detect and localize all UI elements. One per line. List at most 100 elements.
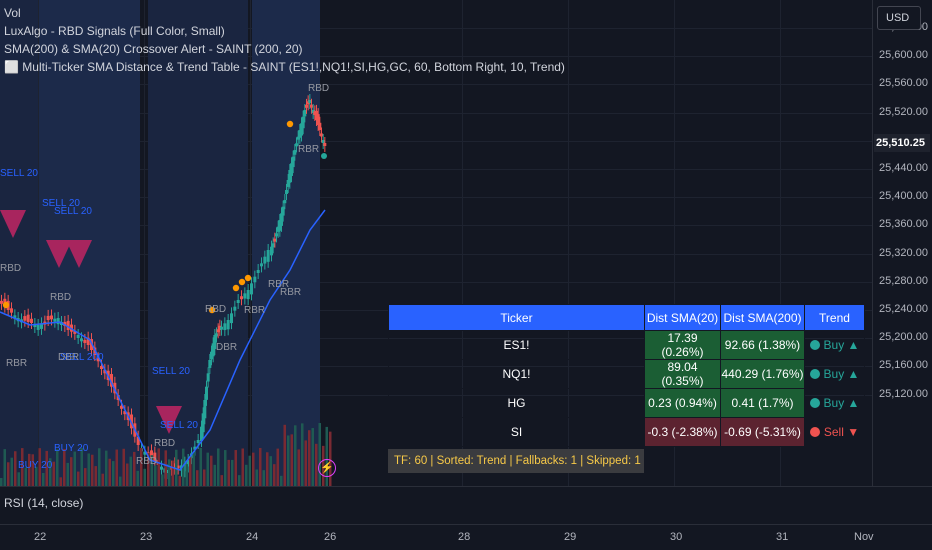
candle-body — [230, 313, 233, 324]
price-axis[interactable]: 25,640.0025,600.0025,560.0025,520.0025,4… — [872, 0, 932, 486]
candle-body — [270, 246, 273, 256]
candle-body — [50, 315, 53, 320]
price-axis-label: 25,520.00 — [879, 105, 928, 118]
grid-line — [0, 84, 872, 86]
volume-bar — [203, 469, 206, 486]
legend-multi-ticker-table[interactable]: ⬜ Multi-Ticker SMA Distance & Trend Tabl… — [4, 60, 565, 74]
grid-line — [38, 0, 39, 486]
trend-cell: Sell ▼ — [804, 417, 865, 447]
signal-rbd: RBD — [136, 456, 158, 467]
candle-body — [316, 114, 320, 125]
candle-body — [280, 213, 283, 226]
rsi-pane[interactable] — [0, 487, 872, 524]
candle-body — [216, 329, 220, 333]
candle-body — [143, 451, 147, 455]
candle-body — [160, 466, 163, 470]
candle-body — [103, 369, 107, 374]
volume-bar — [80, 448, 83, 486]
volume-bar — [7, 462, 10, 486]
volume-bar — [73, 451, 76, 486]
signal-sell20: SELL 20 — [54, 206, 92, 217]
candle-body — [123, 411, 127, 415]
volume-bar — [185, 464, 188, 486]
volume-bar — [266, 452, 269, 486]
candle-body — [271, 243, 275, 248]
volume-bar — [217, 448, 220, 486]
pane-divider[interactable] — [0, 486, 932, 487]
time-axis-label: Nov — [854, 531, 874, 543]
candle-body — [310, 104, 313, 108]
candle-body — [196, 440, 200, 443]
volume-bar — [283, 424, 286, 486]
legend-sma-crossover[interactable]: SMA(200) & SMA(20) Crossover Alert - SAI… — [4, 42, 303, 56]
candle-body — [53, 318, 57, 322]
sma-distance-table: Ticker Dist SMA(20) Dist SMA(200) Trend … — [388, 304, 865, 447]
candle-body — [23, 316, 27, 321]
grid-line — [250, 0, 251, 486]
dist-sma20-cell: 89.04 (0.35%) — [644, 359, 721, 389]
time-axis[interactable]: 22 23 24 26 28 29 30 31 Nov — [0, 524, 932, 550]
time-axis-label: 23 — [140, 531, 153, 543]
candle-body — [86, 337, 90, 345]
volume-bar — [91, 454, 94, 486]
signal-dot-icon — [2, 301, 10, 309]
volume-bar — [108, 458, 111, 486]
last-price-tag: 25,510.25 — [874, 134, 930, 152]
candle-body — [285, 190, 288, 195]
candle-body — [0, 300, 3, 304]
trend-cell: Buy ▲ — [804, 359, 865, 389]
time-axis-label: 30 — [670, 531, 683, 543]
legend-luxalgo-rbd[interactable]: LuxAlgo - RBD Signals (Full Color, Small… — [4, 24, 225, 38]
candle-body — [218, 325, 222, 330]
candle-body — [300, 123, 303, 136]
time-axis-label: 28 — [458, 531, 471, 543]
volume-bar — [56, 449, 59, 486]
volume-bar — [224, 450, 227, 486]
dist-sma20-cell: -0.3 (-2.38%) — [644, 417, 721, 447]
price-axis-label: 25,440.00 — [879, 162, 928, 174]
currency-button[interactable]: USD — [877, 6, 921, 30]
signal-sell200: SELL 200 — [60, 352, 104, 363]
volume-bar — [84, 468, 87, 486]
volume-bar — [196, 470, 199, 486]
volume-bar — [0, 478, 3, 486]
signal-dot-icon — [232, 284, 240, 292]
candle-body — [13, 315, 17, 319]
candle-body — [36, 325, 40, 330]
candle-body — [80, 338, 83, 342]
volume-bar — [101, 473, 104, 486]
signal-dbr: DBR — [216, 342, 238, 353]
trend-dot-icon — [809, 398, 820, 408]
main-chart-pane[interactable]: SELL 20 SELL 20 SELL 20 SELL 200 SELL 20… — [0, 0, 872, 486]
volume-bar — [287, 435, 290, 486]
candle-body — [186, 460, 190, 467]
rsi-legend[interactable]: RSI (14, close) — [4, 496, 84, 510]
candle-body — [203, 400, 207, 419]
candle-body — [240, 296, 243, 300]
dist-sma200-cell: 440.29 (1.76%) — [720, 359, 805, 389]
candle-body — [120, 405, 123, 409]
volume-bar — [192, 452, 195, 486]
candle-body — [83, 339, 87, 343]
volume-bar — [59, 477, 62, 486]
candle-body — [100, 365, 103, 369]
price-axis-label: 25,320.00 — [879, 246, 928, 259]
table-row: ES1! 17.39 (0.26%) 92.66 (1.38%) Buy ▲ — [388, 330, 865, 360]
legend-vol[interactable]: Vol — [4, 6, 21, 20]
candle-body — [243, 293, 247, 299]
candle-body — [283, 200, 287, 204]
volume-bar — [290, 434, 293, 486]
volume-bar — [21, 448, 24, 486]
price-axis-label: 25,560.00 — [879, 77, 928, 90]
candle-body — [315, 110, 318, 120]
trend-dot-icon — [809, 340, 820, 350]
candle-body — [233, 306, 237, 311]
trend-label: Buy ▲ — [823, 396, 860, 410]
candle-body — [136, 436, 140, 445]
signal-rbd: RBD — [205, 304, 227, 315]
volume-bar — [308, 430, 311, 486]
lightning-icon[interactable]: ⚡ — [318, 459, 336, 477]
candle-body — [278, 220, 282, 231]
volume-bar — [245, 464, 248, 486]
candle-body — [30, 318, 33, 323]
